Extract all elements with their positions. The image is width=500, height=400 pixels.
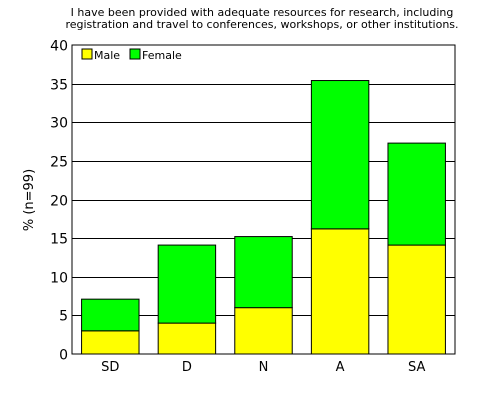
y-tick-label: 30: [50, 116, 68, 132]
bar-female-n: [234, 236, 293, 309]
x-axis-categories: SD D N A SA: [101, 360, 425, 375]
y-tick-label: 0: [59, 348, 68, 364]
bar-male-sd: [81, 330, 140, 355]
y-tick-label: 25: [50, 155, 68, 171]
x-tick-label: N: [259, 360, 269, 375]
x-tick-label: A: [336, 360, 345, 375]
legend-swatch-male: [81, 48, 93, 60]
bar-male-sa: [387, 244, 446, 355]
bar-female-d: [157, 244, 217, 324]
y-axis-ticks: 0 5 10 15 20 25 30 35 40: [50, 39, 68, 364]
chart-title: I have been provided with adequate resou…: [65, 6, 458, 31]
y-tick-label: 40: [50, 39, 68, 55]
legend: Male Female: [81, 48, 182, 62]
y-tick-label: 15: [50, 232, 68, 248]
bar-male-d: [157, 322, 217, 355]
bar-female-sa: [387, 142, 446, 246]
x-tick-label: D: [182, 360, 192, 375]
legend-label-male: Male: [94, 49, 120, 62]
y-tick-label: 10: [50, 271, 68, 287]
chart-title-line-2: registration and travel to conferences, …: [65, 18, 458, 31]
legend-label-female: Female: [142, 49, 182, 62]
y-tick-label: 20: [50, 194, 68, 210]
x-tick-label: SD: [101, 360, 119, 375]
bar-female-a: [310, 80, 370, 230]
y-tick-label: 35: [50, 78, 68, 94]
chart-title-line-1: I have been provided with adequate resou…: [71, 6, 454, 19]
plot-frame: [71, 44, 456, 355]
legend-swatch-female: [129, 48, 141, 60]
bar-male-n: [234, 307, 293, 355]
y-axis-label: % (n=99): [22, 169, 37, 231]
y-tick-label: 5: [59, 309, 68, 325]
bar-male-a: [310, 228, 370, 355]
x-tick-label: SA: [408, 360, 425, 375]
bar-female-sd: [81, 298, 140, 332]
bars: [81, 80, 446, 355]
